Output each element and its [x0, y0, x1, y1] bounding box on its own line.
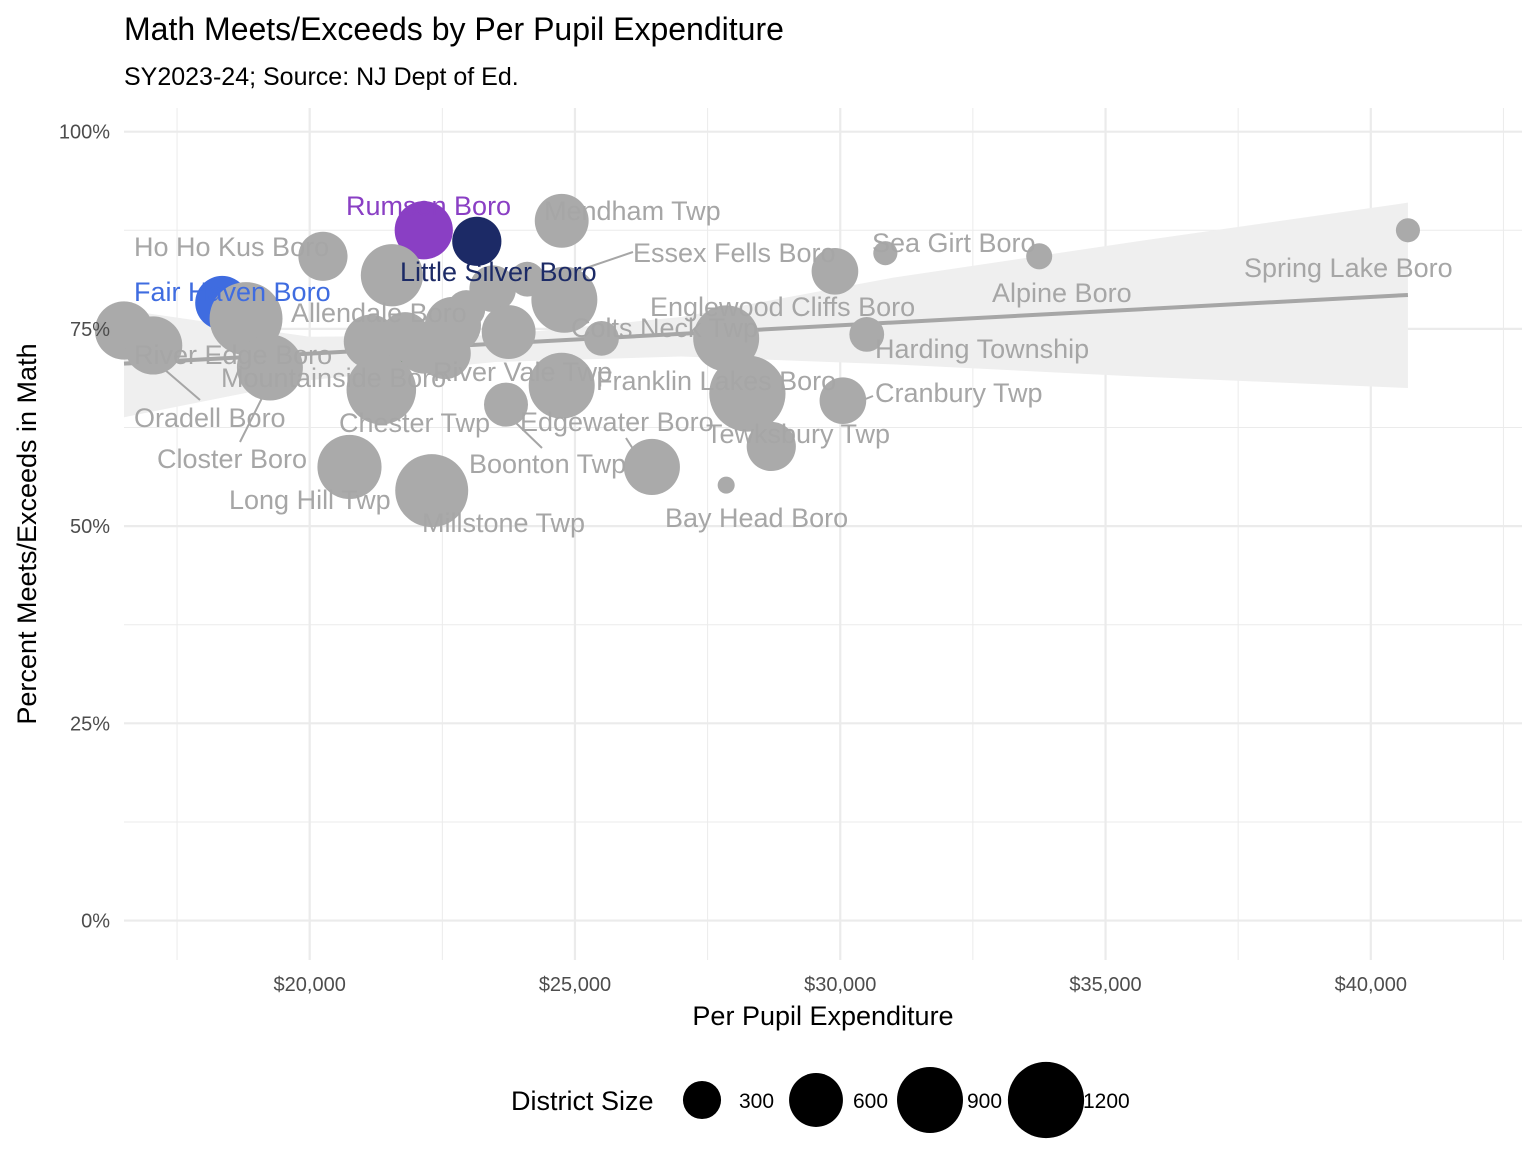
- y-axis-title: Percent Meets/Exceeds in Math: [12, 343, 42, 724]
- x-tick-label: $25,000: [539, 974, 611, 996]
- data-point: [1395, 218, 1420, 243]
- point-label: Boonton Twp: [469, 449, 626, 479]
- point-label: Long Hill Twp: [229, 485, 391, 515]
- data-point: [623, 438, 680, 495]
- data-point: [709, 355, 786, 432]
- y-tick-label: 50%: [70, 516, 110, 538]
- legend-key: [897, 1067, 963, 1133]
- size-legend: District Size 300 600 900 1200: [511, 1061, 1130, 1139]
- data-point: [811, 247, 859, 295]
- trend-line-path: [123, 292, 1409, 366]
- legend-title: District Size: [511, 1086, 654, 1116]
- data-point: [534, 193, 589, 248]
- data-point: [481, 305, 536, 359]
- point-label: Tewksbury Twp: [706, 419, 890, 449]
- point-label: Fair Haven Boro: [134, 277, 331, 307]
- x-tick-label: $35,000: [1069, 974, 1141, 996]
- point-label: Rumson Boro: [346, 191, 511, 221]
- point-label: Millstone Twp: [422, 508, 585, 538]
- chart-subtitle: SY2023-24; Source: NJ Dept of Ed.: [124, 63, 519, 91]
- data-point: [452, 216, 502, 266]
- data-point: [395, 454, 469, 528]
- point-label: Oradell Boro: [134, 403, 286, 433]
- data-point: [483, 382, 528, 427]
- point-label: Colts Neck Twp: [571, 313, 758, 343]
- x-axis-ticks: $20,000 $25,000 $30,000 $35,000 $40,000: [274, 974, 1407, 996]
- trend-line: [123, 292, 1409, 366]
- point-label: River Vale Twp: [433, 357, 612, 387]
- x-tick-label: $40,000: [1335, 974, 1407, 996]
- data-point: [360, 244, 424, 307]
- chart-title: Math Meets/Exceeds by Per Pupil Expendit…: [124, 11, 784, 47]
- data-point: [717, 476, 735, 494]
- x-tick-label: $30,000: [804, 974, 876, 996]
- data-point: [394, 201, 453, 260]
- point-label: Edgewater Boro: [520, 407, 714, 437]
- y-tick-label: 0%: [81, 911, 110, 933]
- point-labels: Rumson Boro Little Silver Boro Fair Haven …: [134, 191, 1453, 538]
- point-label: Sea Girt Boro: [872, 228, 1036, 258]
- data-point: [873, 241, 898, 266]
- data-point: [693, 305, 760, 372]
- data-point: [1026, 243, 1053, 270]
- data-point: [346, 354, 417, 425]
- point-label: Chester Twp: [339, 408, 490, 438]
- point-label: Spring Lake Boro: [1244, 253, 1453, 283]
- legend-label: 900: [967, 1090, 1002, 1113]
- data-point: [531, 266, 598, 333]
- y-tick-label: 25%: [70, 713, 110, 735]
- point-label: Essex Fells Boro: [633, 238, 836, 268]
- point-label: Harding Township: [875, 334, 1089, 364]
- data-point: [819, 377, 867, 425]
- legend-label: 600: [853, 1090, 888, 1113]
- legend-key: [682, 1080, 722, 1120]
- legend-key: [789, 1073, 843, 1127]
- data-point: [317, 434, 382, 500]
- data-point: [584, 320, 619, 356]
- point-label: Cranbury Twp: [875, 378, 1043, 408]
- x-axis-title: Per Pupil Expenditure: [692, 1001, 953, 1031]
- point-label: Closter Boro: [157, 444, 307, 474]
- legend-label: 1200: [1083, 1090, 1130, 1113]
- point-label: Franklin Lakes Boro: [596, 366, 836, 396]
- data-point: [255, 361, 280, 386]
- point-label: Bay Head Boro: [665, 503, 848, 533]
- point-label: Mountainside Boro: [221, 363, 446, 393]
- data-point: [528, 352, 595, 419]
- point-label: Alpine Boro: [992, 278, 1132, 308]
- point-label: Allendale Boro: [291, 298, 467, 328]
- data-point: [419, 327, 471, 380]
- data-point: [119, 326, 145, 351]
- data-point: [298, 231, 348, 281]
- point-label: Ho Ho Kus Boro: [134, 232, 329, 262]
- x-tick-label: $20,000: [274, 974, 346, 996]
- y-tick-label: 100%: [59, 122, 110, 144]
- point-label: Mendham Twp: [544, 196, 721, 226]
- point-label: Little Silver Boro: [400, 257, 597, 287]
- legend-label: 300: [739, 1090, 774, 1113]
- y-axis-ticks: 0% 25% 50% 75% 100%: [59, 122, 110, 933]
- y-tick-label: 75%: [70, 319, 110, 341]
- point-label: Englewood Cliffs Boro: [650, 292, 915, 322]
- data-point: [746, 421, 796, 472]
- leader-line: [514, 421, 543, 449]
- legend-key: [1007, 1061, 1085, 1139]
- data-points: [94, 193, 1420, 528]
- data-point: [849, 317, 885, 352]
- point-label: River Edge Boro: [134, 340, 332, 370]
